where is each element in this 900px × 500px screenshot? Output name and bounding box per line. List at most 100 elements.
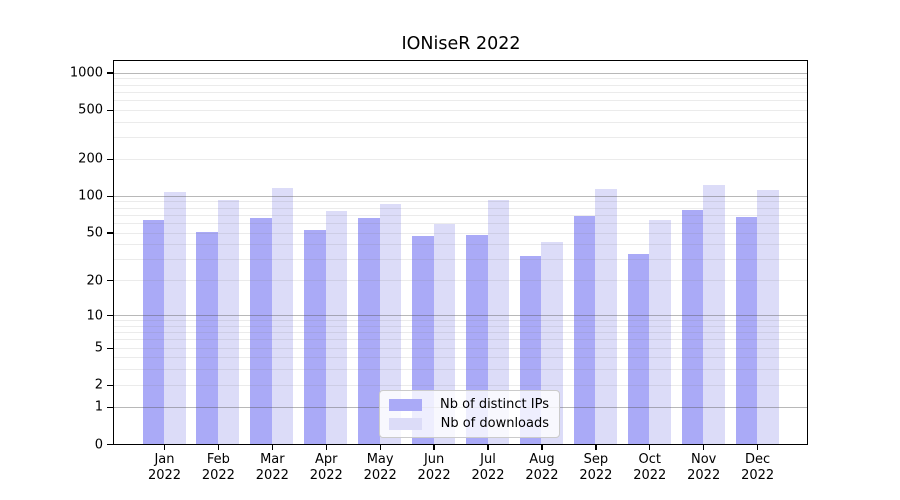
legend-item-downloads: Nb of downloads bbox=[389, 416, 549, 431]
x-tick-year: 2022 bbox=[363, 467, 397, 483]
x-tick-month: Jun bbox=[423, 452, 445, 467]
bar-downloads-feb bbox=[217, 200, 240, 444]
plot-area: Nb of distinct IPs Nb of downloads bbox=[113, 60, 808, 445]
legend-swatch-ips-icon bbox=[389, 398, 422, 411]
x-tick-mark-apr bbox=[325, 444, 327, 450]
y-tick-label-1: 1 bbox=[94, 399, 103, 415]
x-tick-label-feb: Feb 2022 bbox=[188, 452, 248, 483]
y-tick-label-100: 100 bbox=[78, 188, 103, 204]
bar-downloads-nov bbox=[703, 185, 725, 444]
x-tick-label-oct: Oct 2022 bbox=[620, 452, 680, 483]
gridline-minor-300 bbox=[114, 137, 807, 139]
x-tick-mark-aug bbox=[541, 444, 543, 450]
legend-item-distinct-ips: Nb of distinct IPs bbox=[389, 397, 549, 412]
y-tick-mark-0 bbox=[107, 443, 113, 446]
y-tick-label-500: 500 bbox=[78, 102, 103, 118]
x-tick-mark-jun bbox=[433, 444, 435, 450]
x-tick-year: 2022 bbox=[309, 467, 343, 483]
legend-label-downloads: Nb of downloads bbox=[440, 416, 549, 431]
x-tick-month: Jan bbox=[154, 452, 175, 467]
x-tick-label-dec: Dec 2022 bbox=[728, 452, 788, 483]
legend-label-distinct-ips: Nb of distinct IPs bbox=[440, 397, 549, 412]
y-tick-label-0: 0 bbox=[94, 437, 103, 452]
bar-downloads-may bbox=[379, 203, 402, 444]
bar-ips-jan bbox=[142, 219, 164, 444]
x-tick-month: Nov bbox=[691, 452, 717, 467]
bar-downloads-dec bbox=[757, 189, 779, 444]
x-tick-label-apr: Apr 2022 bbox=[296, 452, 356, 483]
bar-downloads-sep bbox=[595, 188, 617, 444]
x-tick-label-jan: Jan 2022 bbox=[135, 452, 195, 483]
y-tick-mark-500 bbox=[107, 109, 113, 111]
bar-ips-nov bbox=[681, 210, 704, 444]
legend-swatch-downloads-icon bbox=[389, 417, 422, 430]
gridline-minor-800 bbox=[114, 84, 807, 86]
x-tick-month: Dec bbox=[745, 452, 771, 467]
y-tick-mark-1 bbox=[107, 406, 113, 408]
bar-downloads-jun bbox=[433, 223, 456, 444]
x-tick-label-sep: Sep 2022 bbox=[566, 452, 626, 483]
x-tick-month: May bbox=[366, 452, 394, 467]
gridline-minor-900 bbox=[114, 78, 807, 80]
x-tick-label-may: May 2022 bbox=[350, 452, 410, 483]
legend: Nb of distinct IPs Nb of downloads bbox=[379, 390, 560, 438]
gridline-major-1000 bbox=[114, 72, 807, 74]
bar-downloads-mar bbox=[271, 188, 294, 444]
gridline-minor-500 bbox=[114, 109, 807, 111]
y-tick-label-10: 10 bbox=[86, 308, 103, 324]
x-tick-year: 2022 bbox=[525, 467, 559, 483]
y-tick-label-2: 2 bbox=[94, 377, 103, 393]
x-tick-year: 2022 bbox=[633, 467, 667, 483]
y-tick-label-200: 200 bbox=[78, 151, 103, 167]
gridline-minor-600 bbox=[114, 99, 807, 101]
bar-downloads-jul bbox=[487, 199, 510, 444]
x-tick-year: 2022 bbox=[147, 467, 182, 483]
y-tick-mark-5 bbox=[107, 347, 113, 349]
x-tick-year: 2022 bbox=[201, 467, 235, 483]
gridline-minor-200 bbox=[114, 158, 807, 160]
x-tick-mark-may bbox=[379, 444, 381, 450]
x-tick-month: Feb bbox=[206, 452, 230, 467]
x-tick-mark-jul bbox=[487, 444, 489, 450]
y-tick-mark-20 bbox=[107, 280, 113, 282]
x-tick-label-mar: Mar 2022 bbox=[242, 452, 302, 483]
bar-downloads-apr bbox=[325, 211, 348, 444]
x-tick-label-aug: Aug 2022 bbox=[512, 452, 572, 483]
bar-ips-sep bbox=[573, 216, 596, 444]
y-tick-mark-50 bbox=[107, 232, 113, 234]
y-tick-mark-200 bbox=[107, 158, 113, 161]
x-tick-year: 2022 bbox=[687, 467, 721, 483]
bar-ips-mar bbox=[250, 217, 272, 444]
x-tick-mark-nov bbox=[703, 444, 705, 450]
chart-title: IONiseR 2022 bbox=[401, 34, 521, 54]
x-tick-mark-feb bbox=[217, 444, 220, 450]
x-tick-year: 2022 bbox=[255, 467, 289, 483]
x-tick-label-jul: Jul 2022 bbox=[458, 452, 518, 483]
x-tick-mark-dec bbox=[756, 444, 759, 450]
x-tick-month: Mar bbox=[260, 452, 285, 467]
x-tick-year: 2022 bbox=[417, 467, 451, 483]
x-tick-label-jun: Jun 2022 bbox=[404, 452, 464, 483]
x-tick-month: Sep bbox=[583, 452, 609, 467]
bar-downloads-oct bbox=[649, 220, 671, 444]
y-tick-mark-100 bbox=[107, 195, 113, 198]
x-tick-month: Oct bbox=[638, 452, 661, 467]
x-tick-year: 2022 bbox=[741, 467, 775, 483]
x-tick-mark-mar bbox=[271, 444, 273, 450]
bar-downloads-jan bbox=[164, 192, 186, 444]
x-tick-mark-jan bbox=[163, 444, 166, 450]
gridline-minor-400 bbox=[114, 121, 807, 123]
x-tick-month: Apr bbox=[315, 452, 338, 467]
bar-ips-apr bbox=[304, 229, 326, 444]
bar-ips-feb bbox=[196, 231, 218, 444]
bar-ips-dec bbox=[735, 217, 758, 444]
y-tick-label-1000: 1000 bbox=[69, 65, 103, 81]
x-tick-month: Aug bbox=[529, 452, 555, 467]
x-tick-mark-sep bbox=[595, 444, 597, 450]
x-tick-mark-oct bbox=[649, 444, 651, 450]
y-tick-label-50: 50 bbox=[86, 225, 103, 241]
y-tick-label-20: 20 bbox=[86, 273, 103, 289]
gridline-minor-700 bbox=[114, 91, 807, 93]
y-tick-label-5: 5 bbox=[94, 340, 103, 356]
